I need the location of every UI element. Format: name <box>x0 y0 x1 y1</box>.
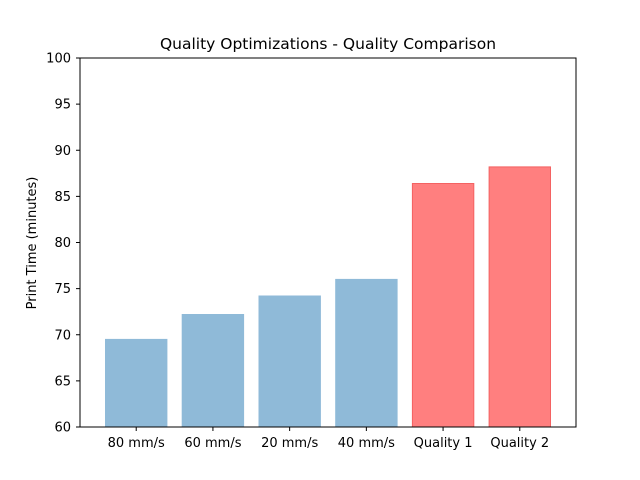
y-axis-ticks: 60 65 70 75 80 85 90 95 100 <box>46 52 80 436</box>
x-tick-label-0: 80 mm/s <box>108 436 165 451</box>
y-tick-label-7: 95 <box>54 98 71 113</box>
bar-2 <box>258 295 321 428</box>
x-tick-label-4: Quality 1 <box>414 436 473 451</box>
x-tick-label-1: 60 mm/s <box>184 436 241 451</box>
bar-3 <box>335 278 398 428</box>
y-tick-label-1: 65 <box>54 374 71 389</box>
x-tick-label-3: 40 mm/s <box>338 436 395 451</box>
y-axis-title: Print Time (minutes) <box>25 177 40 310</box>
y-tick-label-6: 90 <box>54 144 71 159</box>
y-tick-label-5: 85 <box>54 190 71 205</box>
y-tick-label-2: 70 <box>54 328 71 343</box>
bar-1 <box>181 314 245 428</box>
bars-group <box>105 166 552 428</box>
plot-area-frame <box>79 57 577 428</box>
x-tick-label-2: 20 mm/s <box>261 436 318 451</box>
y-tick-label-3: 75 <box>54 282 71 297</box>
bar-4 <box>411 183 475 428</box>
bar-0 <box>105 338 168 428</box>
y-tick-label-8: 100 <box>46 52 71 67</box>
x-tick-label-5: Quality 2 <box>490 436 549 451</box>
chart-title: Quality Optimizations - Quality Comparis… <box>160 35 496 53</box>
bar-5 <box>488 166 552 428</box>
y-tick-label-0: 60 <box>54 421 71 436</box>
x-axis-ticks: 80 mm/s 60 mm/s 20 mm/s 40 mm/s Quality 1 Qua… <box>108 427 549 451</box>
y-tick-label-4: 80 <box>54 236 71 251</box>
